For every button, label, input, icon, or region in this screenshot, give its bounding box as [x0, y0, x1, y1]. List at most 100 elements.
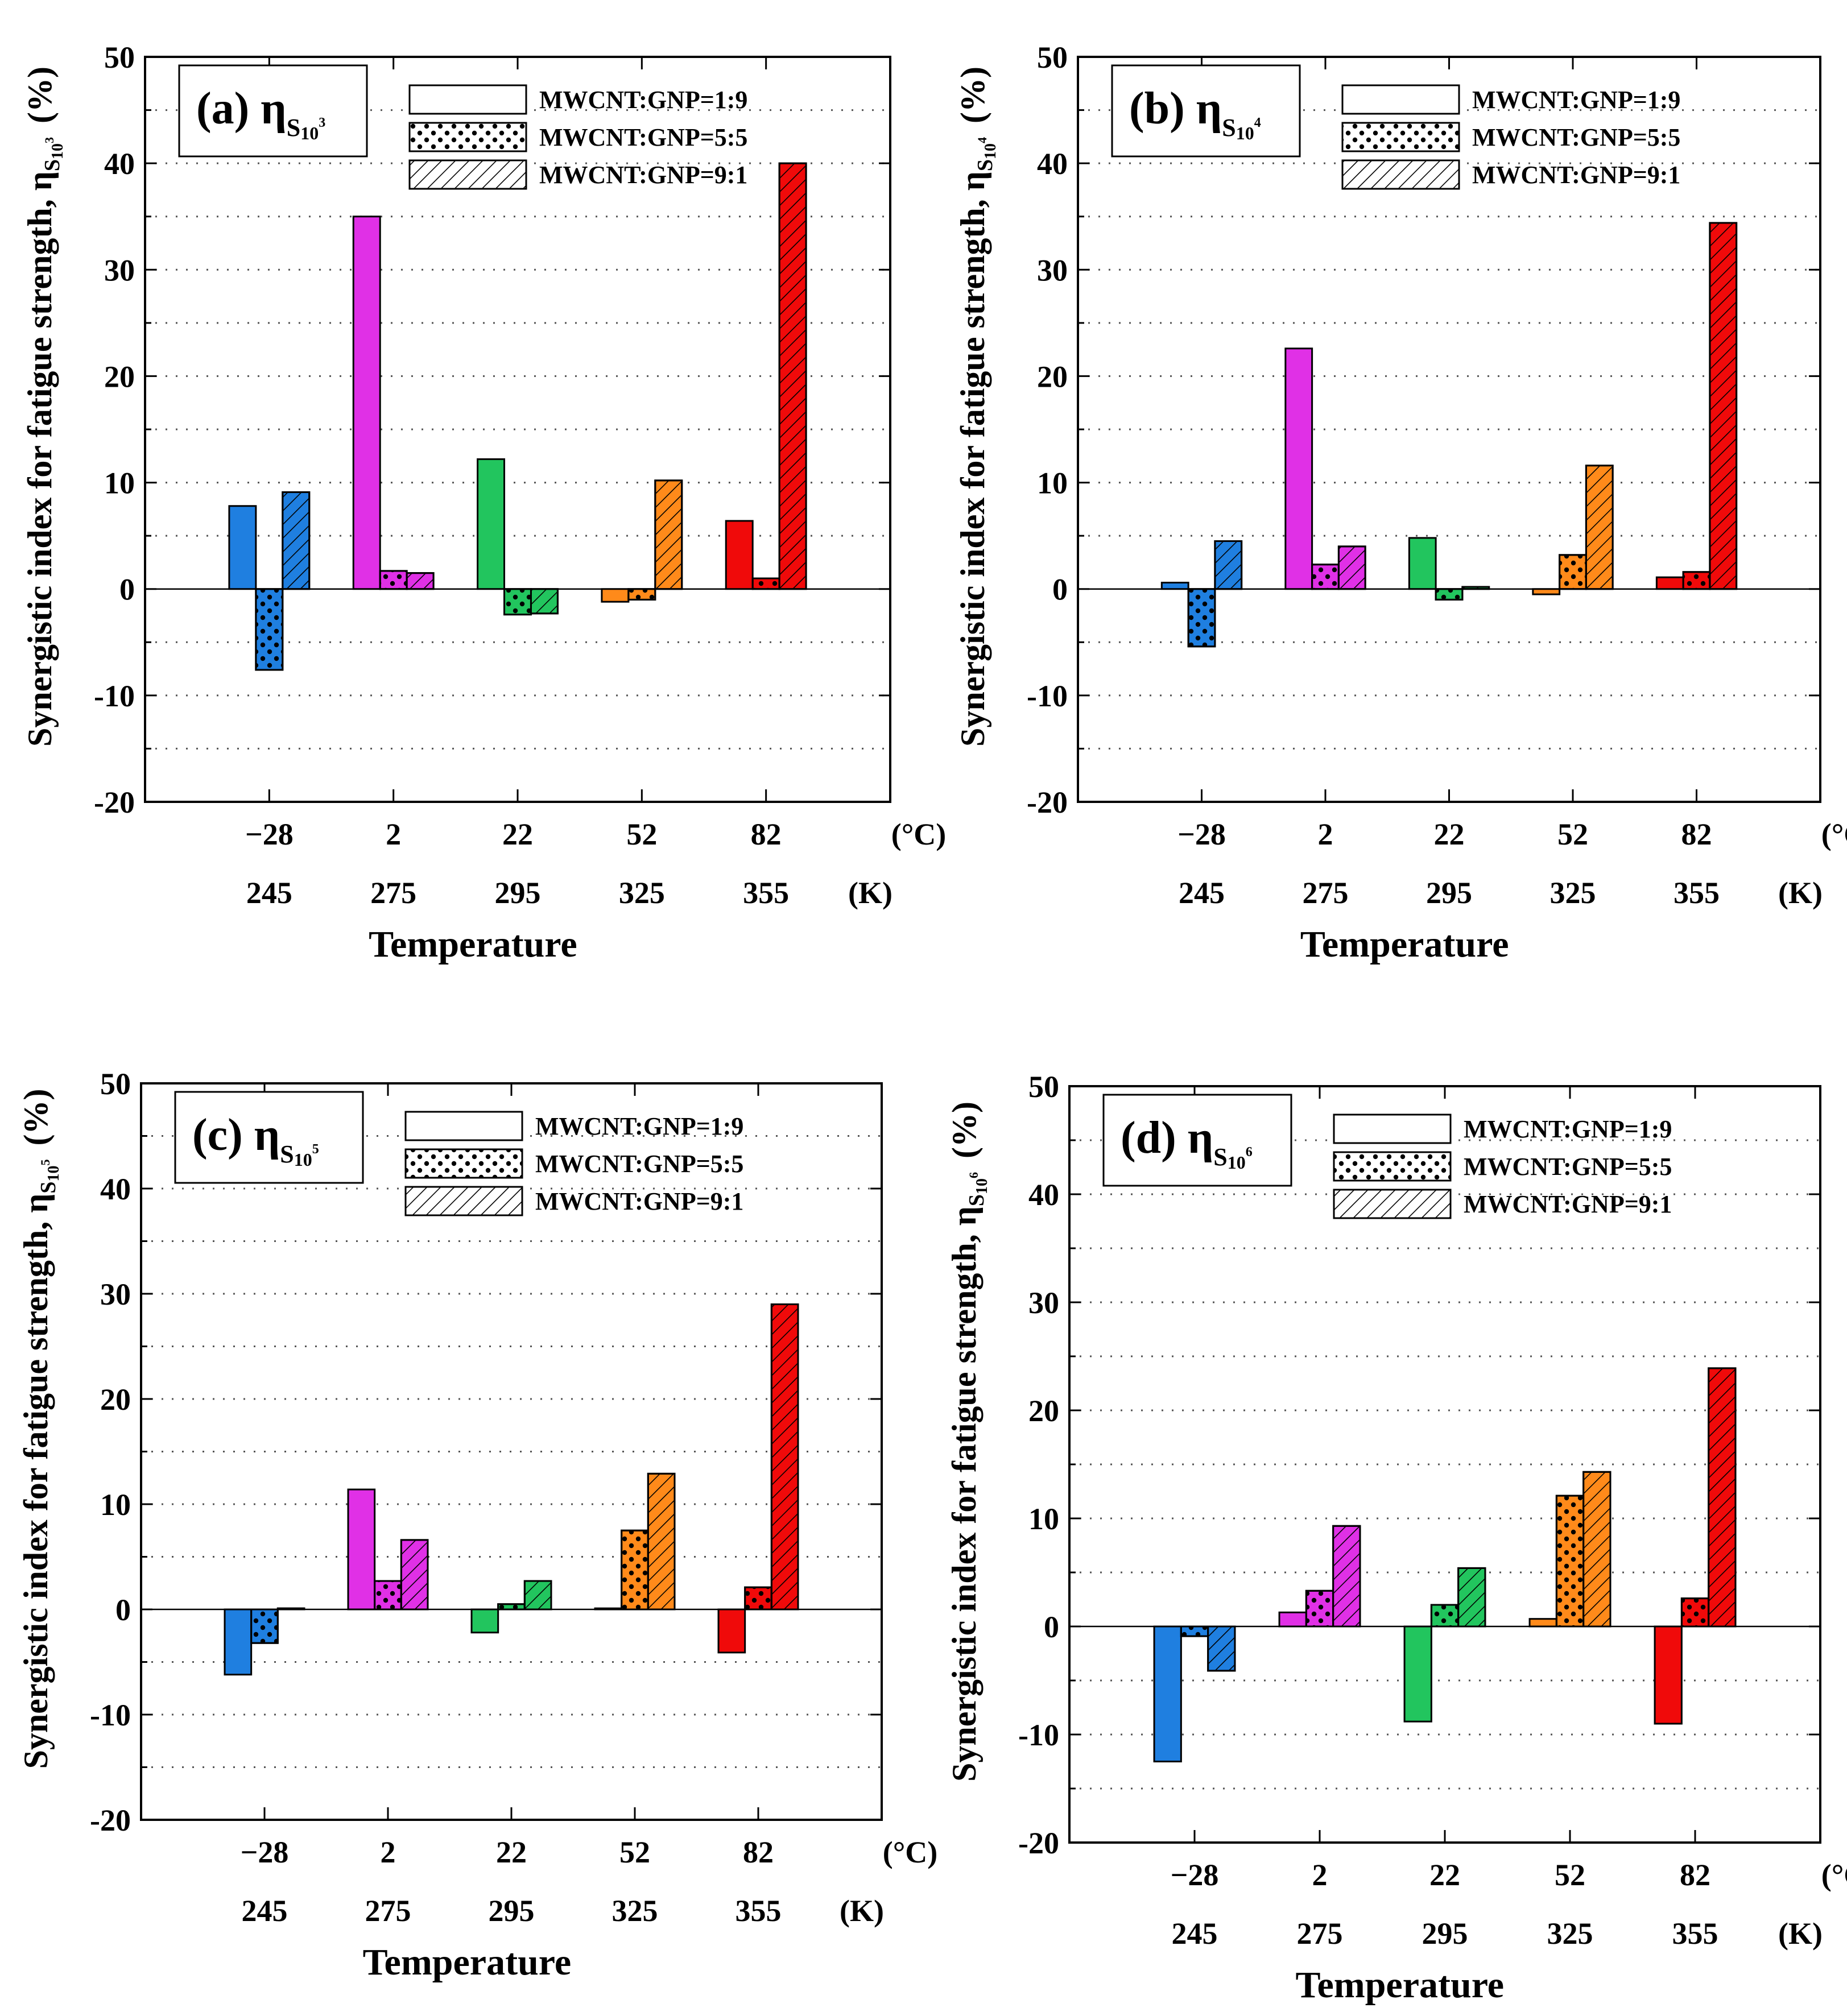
- legend-pattern-hatch: [404, 1186, 523, 1216]
- bar-52-solid: [1532, 588, 1561, 595]
- unit-kelvin: (K): [1778, 1916, 1823, 1951]
- bar-pattern-52-hatch: [654, 479, 683, 590]
- x-tick-label-c: −28: [1177, 817, 1226, 851]
- unit-kelvin: (K): [840, 1894, 884, 1928]
- bar-pattern-2-dots: [1305, 1589, 1334, 1628]
- y-tick-label: -20: [1027, 785, 1068, 819]
- title-box: [1111, 64, 1301, 158]
- x-tick-label-k: 325: [612, 1894, 658, 1928]
- y-tick-label: 40: [100, 1172, 131, 1206]
- chart-panel-c: -20 -10 0 10 20 30 40 50 −28 245 2 275 22 295 52 325 82 3…: [17, 1067, 937, 1983]
- legend-label: MWCNT:GNP=1:9: [539, 86, 747, 114]
- y-tick-label: 0: [1052, 573, 1068, 607]
- bar-pattern-22-hatch: [523, 1580, 552, 1611]
- x-tick-label-k: 245: [246, 876, 292, 910]
- bar-22-solid: [470, 1608, 499, 1634]
- y-tick-label: 30: [100, 1277, 131, 1311]
- y-tick-label: 20: [1028, 1394, 1059, 1428]
- y-tick-label: -10: [90, 1698, 131, 1732]
- unit-celsius: (°C): [883, 1835, 938, 1869]
- x-tick-label-c: 2: [1318, 817, 1333, 851]
- bar-pattern-82-dots: [1682, 571, 1711, 590]
- y-tick-label: -10: [1018, 1718, 1059, 1752]
- x-tick-label-k: 245: [1172, 1916, 1218, 1951]
- bar-pattern-82-hatch: [1709, 222, 1738, 590]
- y-tick-label: -10: [1027, 679, 1068, 713]
- y-tick-label: 30: [104, 253, 135, 287]
- x-tick-label-k: 275: [365, 1894, 411, 1928]
- bar-pattern-82-hatch: [778, 162, 807, 590]
- bar-52-solid: [601, 588, 630, 603]
- bar-82-solid: [1654, 1625, 1683, 1725]
- title-box: [178, 64, 368, 158]
- x-tick-label-c: 2: [386, 817, 401, 851]
- bar-pattern-52-hatch: [1585, 465, 1614, 590]
- legend-label: MWCNT:GNP=5:5: [535, 1150, 743, 1178]
- legend-label: MWCNT:GNP=5:5: [1472, 123, 1680, 151]
- y-axis-label: Synergistic index for fatigue strength, …: [945, 1102, 991, 1782]
- plot-frame: [1068, 1085, 1821, 1844]
- legend-swatch-solid: [1341, 84, 1460, 115]
- bar-pattern-2-hatch: [1337, 545, 1366, 590]
- bar-pattern-2-hatch: [1332, 1525, 1361, 1628]
- x-tick-label-k: 275: [370, 876, 416, 910]
- x-tick-label-c: 82: [1680, 1858, 1710, 1892]
- y-tick-label: 0: [119, 573, 135, 607]
- unit-celsius: (°C): [1821, 817, 1847, 851]
- bar-pattern-82-dots: [1680, 1597, 1710, 1628]
- plot-frame: [1077, 56, 1821, 803]
- bar-pattern-2-dots: [1311, 564, 1340, 590]
- unit-celsius: (°C): [891, 817, 947, 851]
- x-tick-label-k: 275: [1303, 876, 1349, 910]
- y-tick-label: -20: [1018, 1826, 1059, 1860]
- bar-52-solid: [1528, 1618, 1557, 1628]
- bar-82-solid: [717, 1608, 746, 1654]
- bar--28-solid: [1160, 581, 1189, 590]
- x-tick-label-c: 22: [1429, 1858, 1460, 1892]
- x-tick-label-c: 2: [381, 1835, 396, 1869]
- bar-pattern-82-dots: [744, 1586, 772, 1611]
- x-axis-label: Temperature: [363, 1942, 572, 1983]
- bar-pattern-22-dots: [1435, 588, 1464, 601]
- bar-52-solid: [594, 1607, 623, 1611]
- x-tick-label-k: 275: [1297, 1916, 1343, 1951]
- y-tick-label: -10: [94, 679, 135, 713]
- bar-pattern-2-hatch: [406, 572, 435, 590]
- x-tick-label-k: 295: [489, 1894, 535, 1928]
- bar-22-solid: [1403, 1625, 1432, 1723]
- chart-panel-a: -20 -10 0 10 20 30 40 50 −28 245 2 275 22 295 52 325 82 3…: [21, 40, 946, 965]
- bar-2-solid: [1284, 347, 1313, 590]
- bar-2-solid: [352, 216, 381, 590]
- x-tick-label-k: 325: [1547, 1916, 1593, 1951]
- bar-pattern--28-hatch: [276, 1607, 305, 1611]
- x-tick-label-c: 52: [1557, 817, 1588, 851]
- y-tick-label: 20: [1037, 359, 1068, 394]
- bar-2-solid: [347, 1488, 376, 1611]
- bar-pattern-2-hatch: [400, 1539, 429, 1611]
- x-tick-label-c: 82: [743, 1835, 774, 1869]
- legend-pattern-dots: [404, 1148, 523, 1179]
- x-tick-label-c: 52: [626, 817, 657, 851]
- chart-panel-b: -20 -10 0 10 20 30 40 50 −28 245 2 275 22 295 52 325 82 3…: [954, 40, 1847, 965]
- bar-pattern-2-dots: [374, 1580, 402, 1611]
- x-tick-label-c: 52: [619, 1835, 650, 1869]
- x-tick-label-k: 295: [495, 876, 541, 910]
- legend-label: MWCNT:GNP=9:1: [1472, 161, 1680, 189]
- bar-pattern-82-dots: [751, 577, 780, 590]
- x-tick-label-k: 355: [736, 1894, 782, 1928]
- legend-label: MWCNT:GNP=5:5: [539, 123, 747, 151]
- x-tick-label-k: 325: [619, 876, 665, 910]
- y-tick-label: 50: [1037, 40, 1068, 74]
- bar-pattern-22-dots: [1430, 1604, 1460, 1628]
- legend-swatch-solid: [404, 1111, 523, 1141]
- x-tick-label-k: 355: [1674, 876, 1720, 910]
- bar--28-solid: [224, 1608, 253, 1676]
- x-tick-label-c: 82: [1681, 817, 1712, 851]
- bar-pattern-22-hatch: [530, 588, 559, 615]
- x-tick-label-k: 325: [1550, 876, 1596, 910]
- bar-pattern-82-hatch: [770, 1303, 799, 1611]
- y-tick-label: 0: [1044, 1610, 1059, 1644]
- x-tick-label-c: 22: [496, 1835, 527, 1869]
- y-tick-label: 10: [1028, 1502, 1059, 1536]
- bar-pattern--28-hatch: [1207, 1625, 1236, 1672]
